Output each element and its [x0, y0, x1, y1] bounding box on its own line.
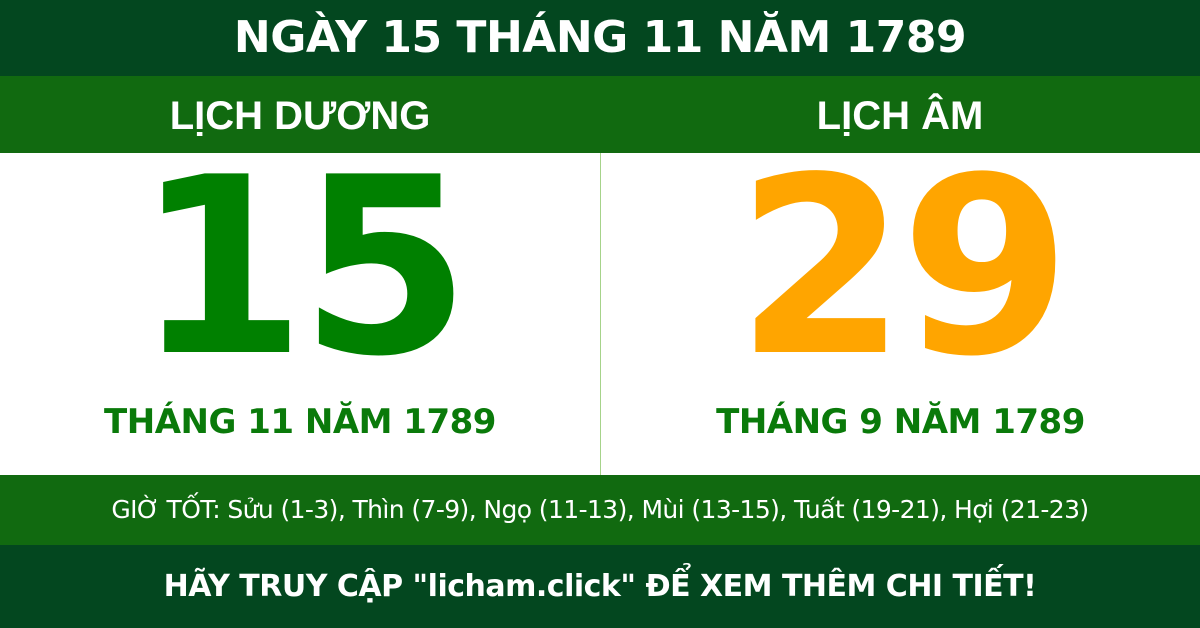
divider [600, 153, 601, 475]
page-title: NGÀY 15 THÁNG 11 NĂM 1789 [0, 0, 1200, 76]
good-hours: GIỜ TỐT: Sửu (1-3), Thìn (7-9), Ngọ (11-… [0, 475, 1200, 545]
solar-card: 15 THÁNG 11 NĂM 1789 [0, 125, 600, 475]
calendar-header: LỊCH DƯƠNG LỊCH ÂM [0, 76, 1200, 153]
lunar-label: LỊCH ÂM [816, 94, 984, 138]
lunar-month-year: THÁNG 9 NĂM 1789 [716, 402, 1085, 442]
lunar-card: 29 THÁNG 9 NĂM 1789 [601, 125, 1200, 475]
solar-label: LỊCH DƯƠNG [169, 94, 431, 138]
solar-month-year: THÁNG 11 NĂM 1789 [104, 402, 496, 442]
lunar-day: 29 [736, 125, 1071, 410]
footer-cta: HÃY TRUY CẬP "licham.click" ĐỂ XEM THÊM … [0, 545, 1200, 628]
solar-day: 15 [135, 125, 471, 410]
